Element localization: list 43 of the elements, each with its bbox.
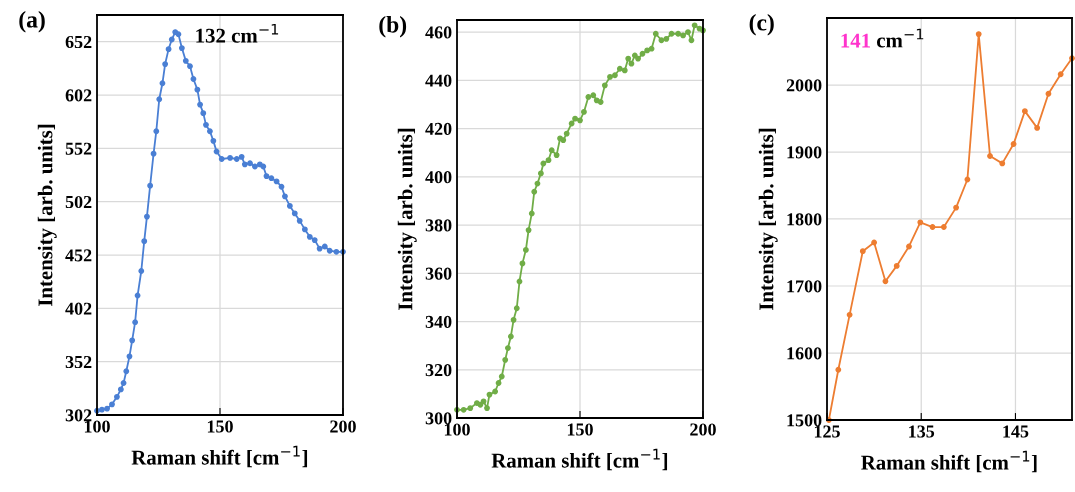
y-axis-title: Intensity [arb. units] [37,124,57,307]
y-tick-label: 380 [425,219,452,232]
y-tick-label: 1600 [787,347,822,360]
y-tick-label: 1800 [787,213,822,226]
y-tick-label: 1500 [787,414,822,427]
y-tick-label: 302 [65,409,92,422]
y-tick-label: 652 [65,35,92,49]
y-tick-label: 440 [425,74,452,87]
y-tick-label: 460 [425,26,452,39]
y-tick-label: 1700 [787,280,822,293]
y-tick-label: 552 [65,142,92,155]
x-tick-label: 200 [330,420,356,433]
x-tick-label: 145 [1003,425,1029,438]
y-tick-label: 320 [425,364,452,377]
y-axis-title: Intensity [arb. units] [758,128,778,311]
x-axis-title: Raman shift [cm$^{−1}$] [131,445,308,468]
chart-title: (a) [19,11,45,33]
annotation: 132 cm$^{−1}$ [196,23,279,43]
x-tick-label: 125 [814,425,840,438]
x-tick-label: 100 [444,423,470,436]
y-tick-label: 352 [65,355,92,369]
y-tick-label: 602 [65,89,92,102]
x-tick-label: 135 [909,425,935,438]
y-tick-label: 1900 [787,146,822,159]
annotation: 141 cm$^{−1}$ [841,28,924,48]
chart-title: (c) [749,13,774,36]
x-tick-label: 200 [690,423,716,436]
chart-title: (b) [379,16,407,38]
x-axis-title: Raman shift [cm$^{−1}$] [491,448,668,471]
x-tick-label: 150 [207,420,233,433]
x-tick-label: 100 [84,420,110,433]
y-tick-label: 420 [425,122,452,135]
y-tick-label: 300 [425,412,452,425]
y-tick-label: 360 [425,267,452,280]
y-tick-label: 340 [425,315,452,328]
y-tick-label: 402 [65,302,92,315]
x-axis-title: Raman shift [cm$^{−1}$] [861,450,1037,473]
y-tick-label: 2000 [786,79,822,92]
y-tick-label: 502 [65,195,92,209]
y-tick-label: 452 [65,249,92,262]
y-tick-label: 400 [425,171,452,184]
y-axis-title: Intensity [arb. units] [397,128,417,311]
x-tick-label: 150 [567,423,593,436]
